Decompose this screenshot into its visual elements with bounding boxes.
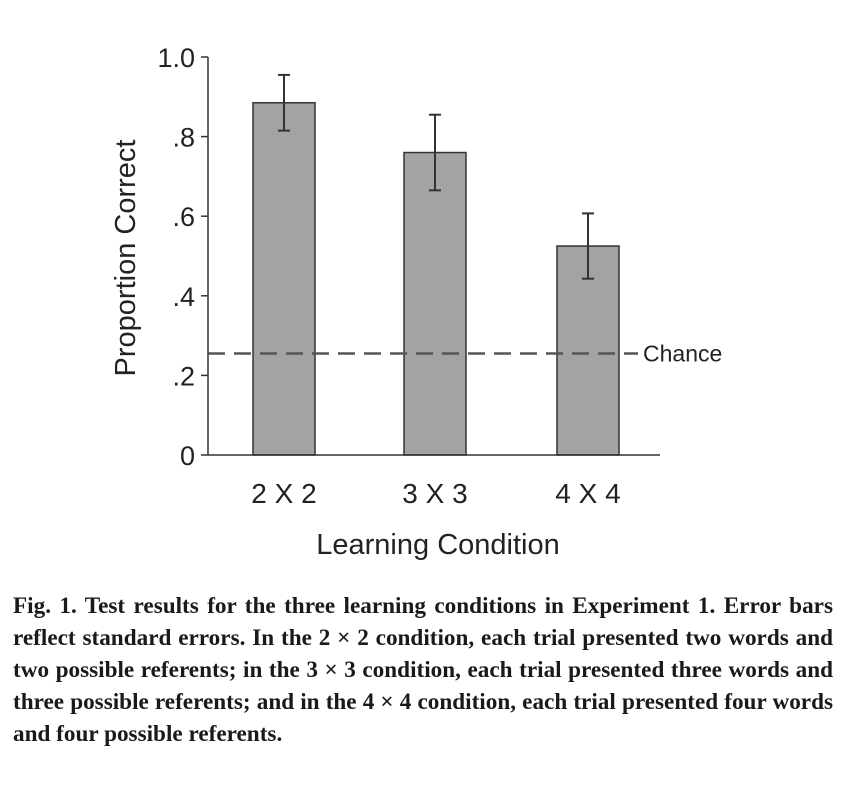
y-axis-title: Proportion Correct: [110, 140, 142, 377]
y-tick-label: .8: [172, 123, 195, 153]
figure-caption: Fig. 1. Test results for the three learn…: [13, 590, 833, 750]
x-tick-label: 3 X 3: [402, 478, 467, 509]
bar: [403, 151, 467, 456]
caption-text: Test results for the three learning cond…: [13, 593, 833, 747]
error-bars: [278, 73, 594, 280]
x-tick-label: 2 X 2: [251, 478, 316, 509]
chance-label: Chance: [643, 341, 722, 367]
bars: [252, 102, 620, 456]
y-tick-label: 1.0: [157, 43, 195, 73]
caption-label: Fig. 1.: [13, 593, 77, 619]
x-axis-title: Learning Condition: [316, 529, 559, 561]
y-axis-ticks: 0 .2 .4 .6 .8 1.0: [157, 43, 208, 471]
y-tick-label: .4: [172, 282, 195, 312]
x-axis-labels: 2 X 2 3 X 3 4 X 4: [251, 478, 620, 509]
bar-chart: 0 .2 .4 .6 .8 1.0 Chance 2 X 2 3 X 3 4 X 4 Lear…: [110, 43, 722, 561]
y-tick-label: .2: [172, 361, 195, 391]
y-tick-label: 0: [180, 441, 195, 471]
bar: [252, 102, 316, 456]
x-tick-label: 4 X 4: [555, 478, 620, 509]
y-tick-label: .6: [172, 202, 195, 232]
bar: [556, 245, 620, 456]
